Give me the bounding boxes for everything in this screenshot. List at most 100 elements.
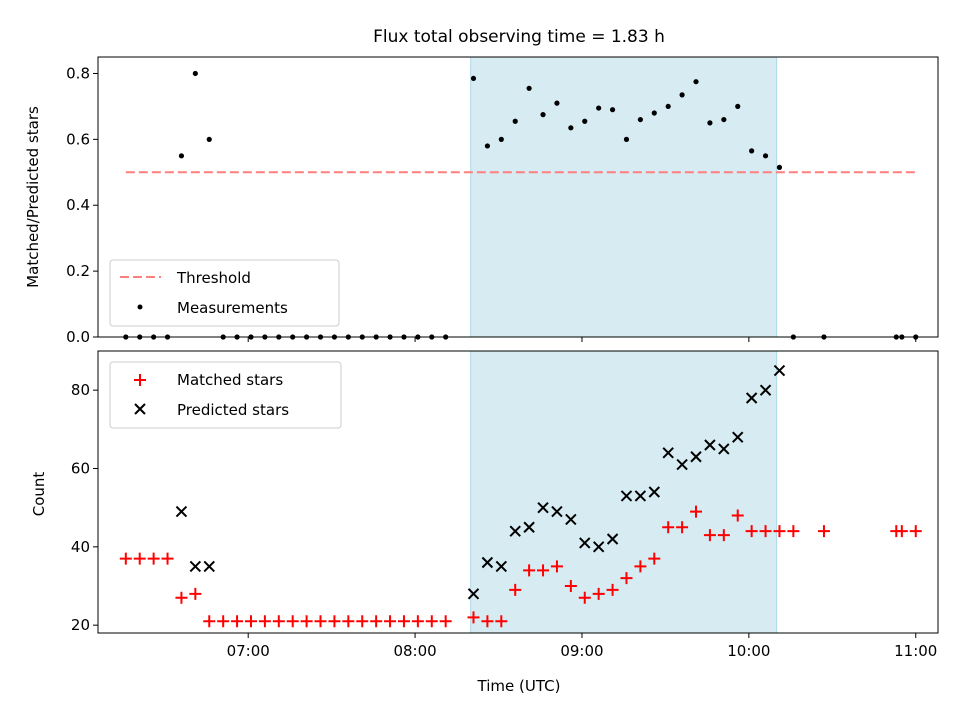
matched-point — [495, 615, 508, 628]
top-y-tick-label: 0.6 — [66, 130, 90, 148]
predicted-point — [718, 443, 730, 455]
chart-title: Flux total observing time = 1.83 h — [373, 27, 665, 47]
x-axis-label: Time (UTC) — [477, 677, 561, 695]
predicted-point — [523, 521, 535, 533]
measurement-point — [776, 164, 783, 170]
matched-point — [745, 525, 758, 538]
top-panel: 0.00.20.40.60.8 Matched/Predicted stars … — [24, 56, 939, 346]
measurement-point — [749, 148, 755, 154]
top-y-tick-label: 0.8 — [66, 64, 90, 82]
matched-point — [231, 615, 244, 628]
matched-point — [119, 552, 132, 565]
measurement-point — [512, 118, 518, 124]
observing-span — [470, 56, 778, 338]
x-tick-label: 11:00 — [894, 642, 937, 660]
matched-point — [272, 615, 285, 628]
predicted-point — [551, 505, 563, 518]
bottom-panel: 20 40 60 80 07:00 08:00 09:00 10:00 11:00 Count… — [30, 350, 939, 695]
matched-point — [147, 552, 160, 565]
matched-point — [909, 525, 922, 538]
matched-point — [384, 615, 397, 628]
measurement-point — [721, 116, 727, 123]
top-y-tick-label: 0.4 — [66, 196, 90, 214]
measurement-point — [623, 136, 630, 142]
predicted-point — [203, 560, 215, 573]
matched-point — [787, 525, 800, 538]
matched-point — [342, 615, 355, 628]
matched-point — [175, 591, 188, 604]
matched-point — [703, 529, 716, 542]
predicted-point — [690, 451, 702, 463]
predicted-point — [676, 458, 688, 471]
matched-point — [606, 583, 619, 596]
measurements-legend-swatch — [137, 304, 143, 310]
bottom-y-tick-label: 40 — [71, 538, 90, 556]
matched-point — [895, 525, 908, 538]
predicted-point — [745, 392, 758, 404]
matched-point — [578, 591, 591, 604]
predicted-point — [662, 447, 674, 459]
matched-point — [314, 615, 327, 628]
predicted-point — [773, 364, 786, 377]
matched-point — [467, 611, 480, 624]
matched-point — [634, 560, 647, 573]
matched-point — [244, 615, 257, 628]
matched-point — [258, 615, 271, 628]
matched-point — [550, 560, 563, 573]
measurement-point — [735, 103, 741, 110]
top-y-axis: 0.0 0.2 0.4 0.6 0.8 — [66, 64, 98, 346]
measurement-point — [609, 107, 616, 113]
matched-point — [133, 552, 146, 565]
bottom-y-axis-label: Count — [30, 472, 48, 517]
x-tick-label: 08:00 — [393, 642, 436, 660]
predicted-point — [495, 560, 508, 573]
x-tick-label: 09:00 — [560, 642, 603, 660]
x-axis: 07:00 08:00 09:00 10:00 11:00 — [227, 633, 937, 660]
top-y-tick-label: 0.2 — [66, 262, 90, 280]
predicted-point — [606, 533, 619, 545]
predicted-point — [579, 537, 591, 549]
matched-point — [620, 572, 633, 585]
matched-point — [481, 615, 494, 628]
matched-point — [509, 583, 522, 596]
matched-point — [717, 529, 730, 542]
top-legend-label-threshold: Threshold — [176, 269, 251, 287]
measurement-point — [192, 70, 198, 77]
bottom-y-axis: 20 40 60 80 — [71, 381, 98, 634]
bottom-plot-frame — [97, 350, 939, 634]
matched-point — [564, 580, 577, 592]
x-tick-label: 07:00 — [227, 642, 270, 660]
measurement-point — [526, 85, 532, 91]
top-legend-label-measurements: Measurements — [177, 299, 288, 317]
predicted-point — [759, 384, 772, 396]
matched-point — [397, 615, 410, 628]
matched-point — [370, 615, 383, 628]
matched-point — [439, 615, 452, 628]
measurement-point — [470, 75, 477, 82]
measurement-point — [651, 110, 657, 116]
predicted-point — [467, 588, 480, 600]
matched-point — [731, 509, 744, 522]
top-legend-box — [109, 259, 340, 327]
matched-point — [286, 615, 299, 628]
predicted-point — [634, 490, 647, 502]
matched-point — [217, 615, 230, 628]
matched-point — [592, 587, 605, 600]
measurement-point — [484, 143, 491, 149]
bottom-y-tick-label: 60 — [71, 460, 90, 478]
predicted-legend-swatch — [134, 403, 146, 415]
matched-point — [759, 525, 772, 538]
matched-point — [189, 587, 202, 600]
top-y-tick-label: 0.0 — [66, 328, 90, 346]
top-plot-frame — [97, 56, 939, 338]
matched-point — [676, 521, 689, 534]
x-tick-label: 10:00 — [727, 642, 770, 660]
matched-point — [648, 552, 661, 565]
predicted-point — [481, 556, 494, 569]
bottom-legend: Matched stars Predicted stars — [109, 361, 342, 429]
measurement-point — [554, 100, 560, 106]
predicted-points — [175, 364, 786, 600]
matched-legend-swatch — [134, 374, 146, 386]
bottom-legend-label-matched: Matched stars — [177, 371, 283, 389]
